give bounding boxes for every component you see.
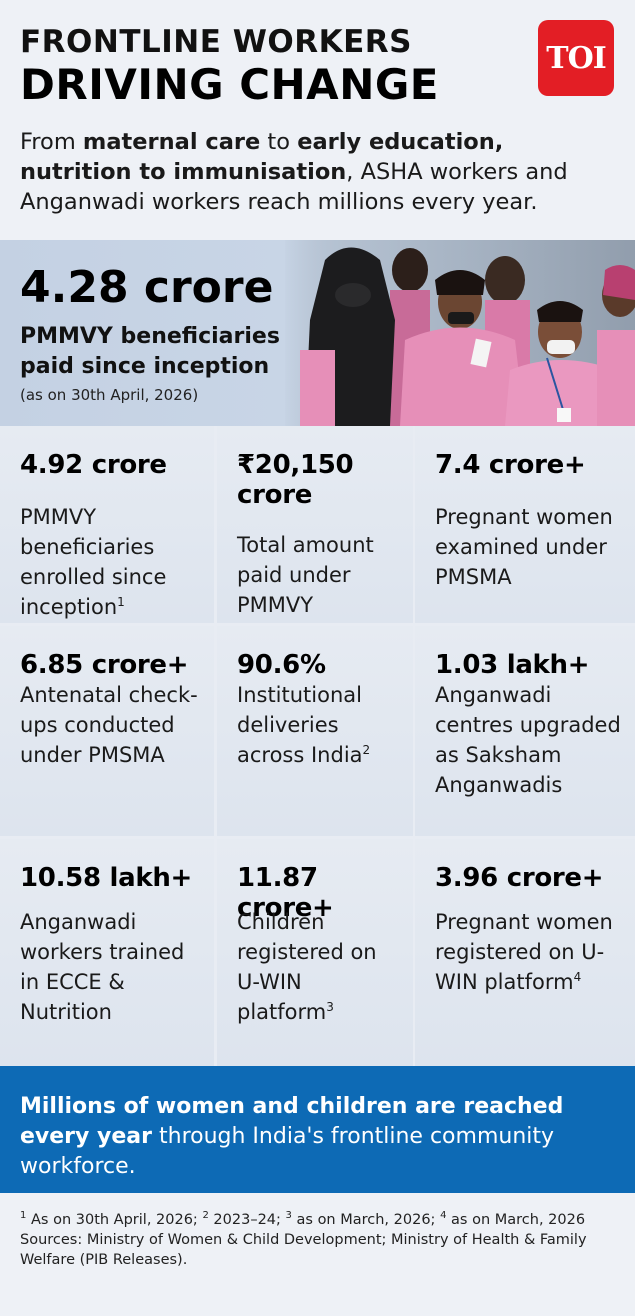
sources-text: Sources: Ministry of Women & Child Devel… bbox=[20, 1232, 587, 1268]
hero-note: (as on 30th April, 2026) bbox=[20, 386, 199, 404]
stat-value: 90.6% bbox=[237, 650, 326, 680]
intro-bold-segment: early education, nutrition to immunisati… bbox=[20, 129, 504, 185]
stat-card: 10.58 lakh+ Anganwadi workers trained in … bbox=[0, 839, 214, 1066]
hero-section: 4.28 crore PMMVY beneficiaries paid sinc… bbox=[0, 240, 635, 426]
header: FRONTLINE WORKERS DRIVING CHANGE TOI Fro… bbox=[0, 0, 635, 240]
stat-value: 4.92 crore bbox=[20, 450, 167, 480]
stat-label-text: Pregnant women registered on U-WIN platf… bbox=[435, 910, 613, 994]
toi-logo-text: TOI bbox=[546, 40, 606, 76]
stat-label-text: Antenatal check-ups conducted under PMSM… bbox=[20, 683, 198, 767]
footnotes: 1 As on 30th April, 2026; 2 2023–24; 3 a… bbox=[20, 1210, 620, 1270]
stat-value: 3.96 crore+ bbox=[435, 863, 604, 893]
stat-value: ₹20,150 crore bbox=[237, 450, 354, 510]
intro-text: From maternal care to early education, n… bbox=[20, 127, 620, 217]
stat-label: Pregnant women registered on U-WIN platf… bbox=[435, 907, 625, 997]
footnote-text: as on March, 2026; bbox=[291, 1212, 441, 1228]
hero-value: 4.28 crore bbox=[20, 262, 274, 313]
stat-card: 3.96 crore+ Pregnant women registered on … bbox=[415, 839, 635, 1066]
footnote-marker: 3 bbox=[285, 1210, 292, 1222]
stat-value: 6.85 crore+ bbox=[20, 650, 189, 680]
stat-card: 4.92 crore PMMVY beneficiaries enrolled s… bbox=[0, 426, 214, 623]
stats-grid: 4.92 crore PMMVY beneficiaries enrolled s… bbox=[0, 426, 635, 1066]
footnote-text: 2023–24; bbox=[208, 1212, 286, 1228]
summary-banner: Millions of women and children are reach… bbox=[0, 1066, 635, 1193]
footnote-marker: 1 bbox=[20, 1210, 27, 1222]
footnote-marker: 1 bbox=[117, 595, 125, 609]
banner-rest-text: through India's frontline community work… bbox=[20, 1124, 555, 1179]
intro-bold-segment: maternal care bbox=[82, 129, 261, 155]
stat-value: 11.87 crore+ bbox=[237, 863, 334, 923]
stat-card: 11.87 crore+ Children registered on U-WIN… bbox=[217, 839, 413, 1066]
stat-label: PMMVY beneficiaries enrolled since incep… bbox=[20, 502, 204, 622]
stat-label: Institutional deliveries across India2 bbox=[237, 680, 403, 770]
footnote-marker: 3 bbox=[326, 1000, 334, 1014]
stat-card: 90.6% Institutional deliveries across Ind… bbox=[217, 626, 413, 836]
stat-label: Antenatal check-ups conducted under PMSM… bbox=[20, 680, 204, 770]
intro-segment: to bbox=[260, 129, 298, 155]
banner-text: Millions of women and children are reach… bbox=[20, 1092, 620, 1182]
footnote-marker: 2 bbox=[362, 743, 371, 757]
hero-label: PMMVY beneficiaries paid since inception bbox=[20, 324, 280, 379]
intro-segment: From bbox=[20, 129, 83, 155]
stat-label: Anganwadi workers trained in ECCE & Nutr… bbox=[20, 907, 204, 1027]
footnote-marker: 4 bbox=[440, 1210, 447, 1222]
footnote-line: 1 As on 30th April, 2026; 2 2023–24; 3 a… bbox=[20, 1210, 620, 1230]
footnote-marker: 4 bbox=[573, 970, 582, 984]
stat-label: Anganwadi centres upgraded as Saksham An… bbox=[435, 680, 625, 800]
stat-label-text: Pregnant women examined under PMSMA bbox=[435, 505, 613, 589]
stat-card: 7.4 crore+ Pregnant women examined under … bbox=[415, 426, 635, 623]
stat-label: Pregnant women examined under PMSMA bbox=[435, 502, 625, 592]
stat-card: 1.03 lakh+ Anganwadi centres upgraded as … bbox=[415, 626, 635, 836]
stat-label-text: Total amount paid under PMMVY bbox=[237, 533, 374, 617]
stat-label-text: PMMVY beneficiaries enrolled since incep… bbox=[20, 505, 167, 619]
intro-segment: , ASHA workers and Anganwadi workers rea… bbox=[20, 159, 568, 215]
stat-label-text: Children registered on U-WIN platform bbox=[237, 910, 377, 1024]
stat-label: Total amount paid under PMMVY bbox=[237, 530, 403, 620]
stat-label-text: Anganwadi centres upgraded as Saksham An… bbox=[435, 683, 621, 797]
stat-label-text: Anganwadi workers trained in ECCE & Nutr… bbox=[20, 910, 185, 1024]
stat-value: 1.03 lakh+ bbox=[435, 650, 590, 680]
footnote-marker: 2 bbox=[202, 1210, 209, 1222]
women-in-pink-uniforms-photo bbox=[285, 240, 635, 426]
title-line-1: FRONTLINE WORKERS bbox=[20, 24, 413, 60]
stat-value: 7.4 crore+ bbox=[435, 450, 586, 480]
stat-label: Children registered on U-WIN platform3 bbox=[237, 907, 403, 1027]
footnote-text: As on 30th April, 2026; bbox=[26, 1212, 203, 1228]
stat-value: 10.58 lakh+ bbox=[20, 863, 193, 893]
stat-card: 6.85 crore+ Antenatal check-ups conducted… bbox=[0, 626, 214, 836]
toi-logo: TOI bbox=[538, 20, 614, 96]
title-line-2: DRIVING CHANGE bbox=[20, 60, 440, 109]
footnote-text: as on March, 2026 bbox=[446, 1212, 586, 1228]
stat-label-text: Institutional deliveries across India bbox=[237, 683, 363, 767]
stat-card: ₹20,150 crore Total amount paid under PMM… bbox=[217, 426, 413, 623]
banner-bold-text: Millions of women and children are reach… bbox=[20, 1094, 564, 1149]
